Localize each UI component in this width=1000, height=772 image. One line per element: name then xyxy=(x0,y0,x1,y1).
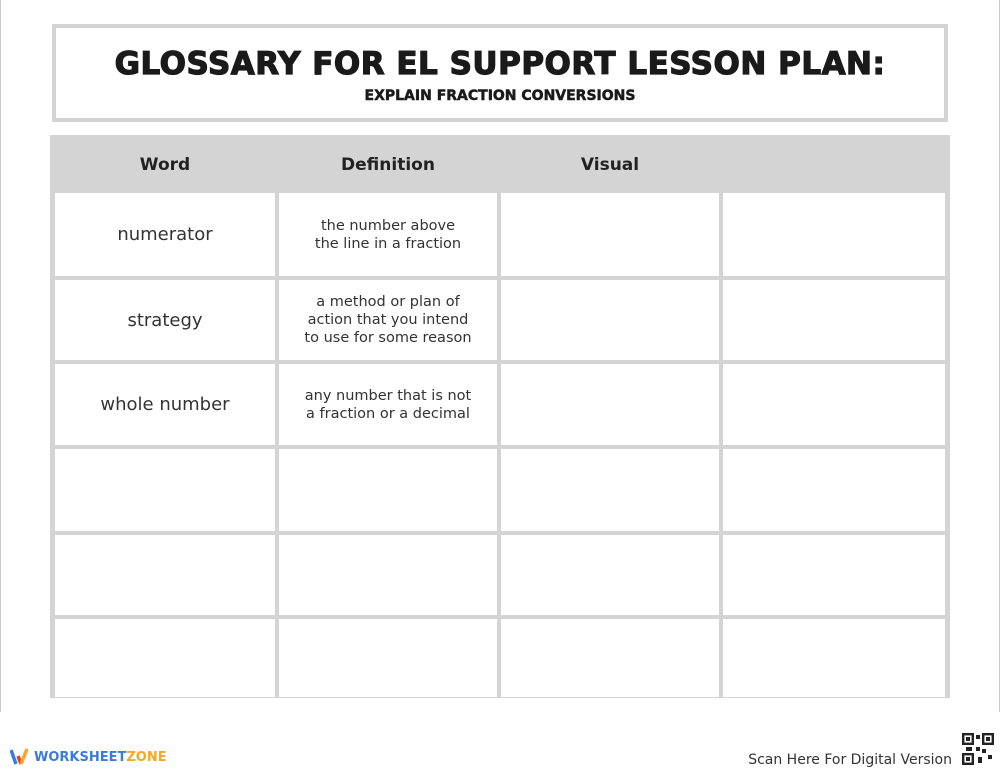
logo-icon xyxy=(10,748,29,765)
page-subtitle: EXPLAIN FRACTION CONVERSIONS xyxy=(364,88,636,105)
cell-visual xyxy=(501,449,719,531)
cell-definition: any number that is not a fraction or a d… xyxy=(279,364,497,445)
page-title: GLOSSARY FOR EL SUPPORT LESSON PLAN: xyxy=(114,45,886,82)
cell-visual xyxy=(501,535,719,615)
cell-visual xyxy=(501,619,719,697)
cell-definition xyxy=(279,535,497,615)
brand-zone: ZONE xyxy=(126,749,167,765)
cell-word xyxy=(55,535,275,615)
glossary-table: Word Definition Visual numerator the numb… xyxy=(50,135,950,698)
cell-visual xyxy=(501,193,719,276)
cell-extra xyxy=(723,193,945,276)
cell-word: numerator xyxy=(55,193,275,276)
cell-definition xyxy=(279,449,497,531)
brand-worksheet: WORKSHEET xyxy=(34,749,127,765)
qr-code-icon[interactable] xyxy=(962,733,994,765)
header-visual: Visual xyxy=(501,140,719,189)
cell-word: strategy xyxy=(55,280,275,360)
cell-extra xyxy=(723,619,945,697)
cell-definition: a method or plan of action that you inte… xyxy=(279,280,497,360)
header-definition: Definition xyxy=(279,140,497,189)
cell-visual xyxy=(501,364,719,445)
cell-extra xyxy=(723,364,945,445)
cell-extra xyxy=(723,535,945,615)
scan-text: Scan Here For Digital Version xyxy=(748,752,952,768)
cell-word: whole number xyxy=(55,364,275,445)
cell-visual xyxy=(501,280,719,360)
cell-definition xyxy=(279,619,497,697)
header-word: Word xyxy=(55,140,275,189)
cell-extra xyxy=(723,280,945,360)
cell-extra xyxy=(723,449,945,531)
worksheetzone-logo: WORKSHEET ZONE xyxy=(10,748,167,766)
cell-word xyxy=(55,449,275,531)
cell-definition: the number above the line in a fraction xyxy=(279,193,497,276)
title-box: GLOSSARY FOR EL SUPPORT LESSON PLAN: EXP… xyxy=(52,24,948,122)
header-blank xyxy=(723,140,945,189)
cell-word xyxy=(55,619,275,697)
